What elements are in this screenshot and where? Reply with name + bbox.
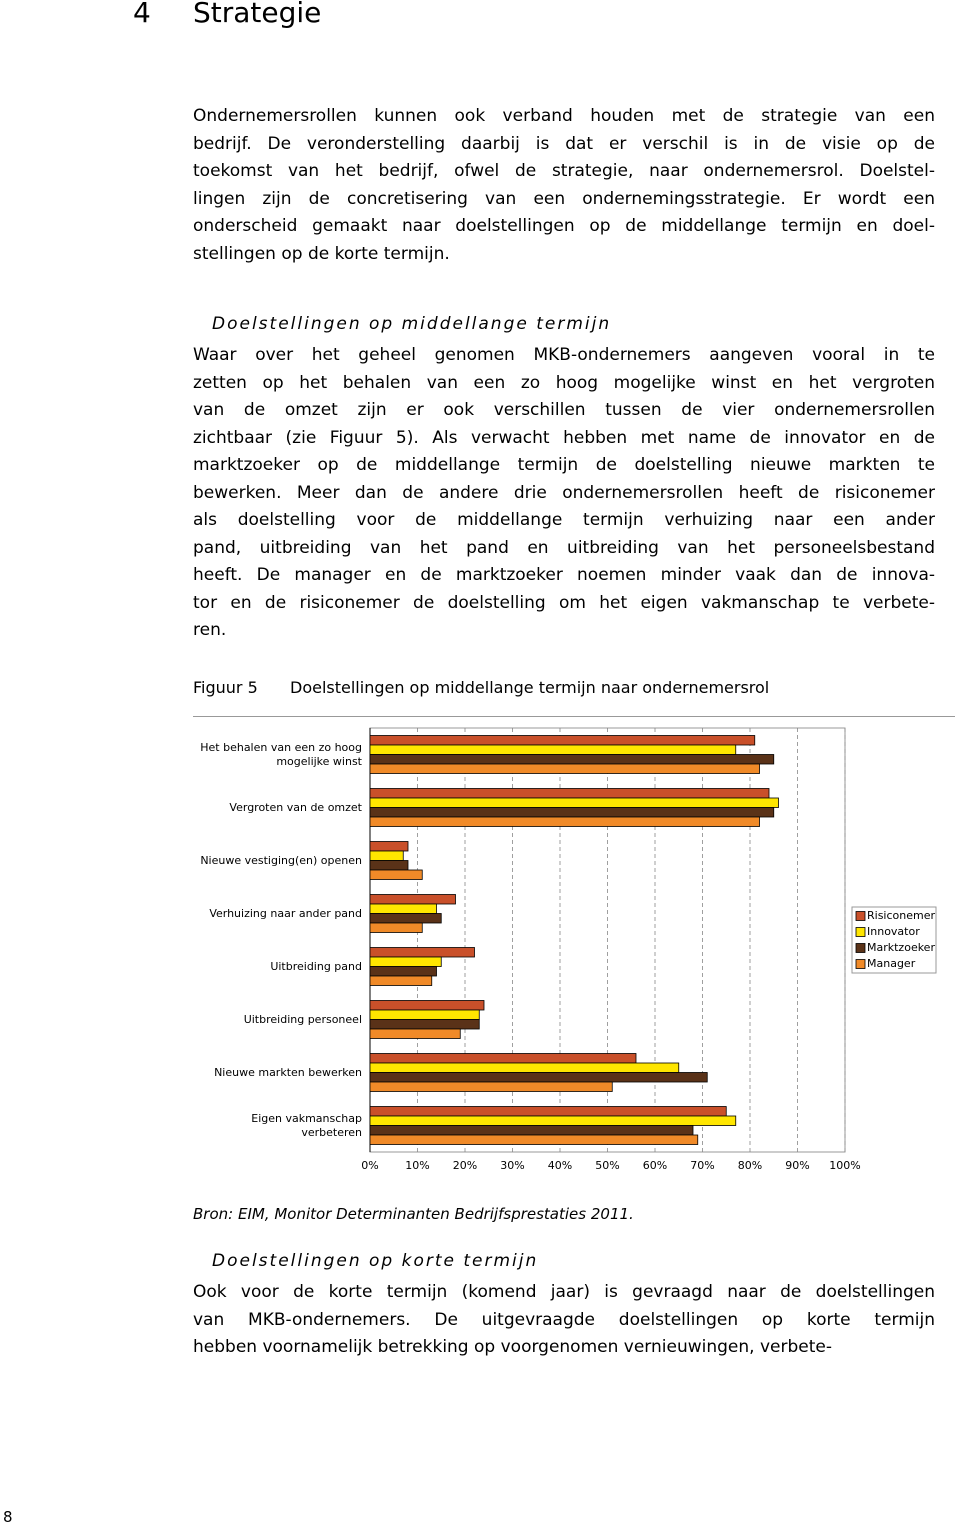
bar — [369, 1106, 727, 1117]
x-tick-label: 10% — [405, 1159, 429, 1172]
bar — [369, 1028, 461, 1039]
legend-swatch — [855, 927, 866, 937]
text-line: zichtbaar (zie Figuur 5). Als verwacht h… — [193, 427, 935, 448]
x-tick-label: 70% — [690, 1159, 714, 1172]
bar — [369, 894, 456, 905]
bar — [369, 1115, 737, 1126]
chapter-number: 4 — [133, 0, 151, 29]
text-line: toekomst van het bedrijf, ofwel de strat… — [193, 161, 935, 181]
paragraph: Ook voor de korte termijn (komend jaar) … — [193, 1279, 935, 1362]
x-tick-label: 80% — [738, 1159, 762, 1172]
legend-swatch — [855, 943, 866, 953]
text-line: ren. — [193, 620, 227, 640]
text-line: lingen zijn de concretisering van een on… — [193, 188, 935, 209]
text-line: onderscheid gemaakt naar doelstellingen … — [193, 216, 935, 236]
y-tick-label: Nieuwe markten bewerken — [214, 1065, 362, 1079]
legend-label: Risiconemer — [867, 909, 935, 922]
bar — [369, 850, 404, 861]
figure-title: Doelstellingen op middellange termijn na… — [290, 678, 770, 697]
x-tick-label: 90% — [785, 1159, 809, 1172]
bar — [369, 922, 423, 933]
bar — [369, 1072, 708, 1083]
y-tick-label: Uitbreiding pand — [270, 959, 362, 973]
section-heading: Doelstellingen op korte termijn — [212, 1251, 539, 1271]
bar — [369, 1009, 480, 1020]
x-tick-label: 20% — [453, 1159, 477, 1172]
bar — [369, 1053, 637, 1064]
text-line: heeft. De manager en de marktzoeker noem… — [193, 565, 935, 585]
bar — [369, 763, 760, 774]
bar — [369, 1081, 613, 1092]
text-line: Ondernemersrollen kunnen ook verband hou… — [193, 106, 935, 126]
bar — [369, 1000, 485, 1011]
text-line: bewerken. Meer dan de andere drie ondern… — [193, 482, 935, 503]
bar — [369, 1125, 694, 1136]
bar — [369, 1019, 480, 1030]
x-tick-label: 100% — [829, 1159, 860, 1172]
text-line: bedrijf. De veronderstelling daarbij is … — [193, 133, 935, 154]
bar — [369, 966, 437, 977]
paragraph: Waar over het geheel genomen MKB-onderne… — [193, 342, 935, 645]
bar — [369, 754, 775, 765]
bar — [369, 913, 442, 924]
text-line: stellingen op de korte termijn. — [193, 243, 450, 264]
bar — [369, 1062, 680, 1073]
x-tick-label: 0% — [361, 1159, 378, 1172]
bar — [369, 1134, 699, 1145]
bar — [369, 947, 475, 958]
text-line: als doelstelling voor de middellange ter… — [193, 510, 935, 530]
source: Bron: EIM, Monitor Determinanten Bedrijf… — [193, 1205, 634, 1223]
y-tick-label: Het behalen van een zo hoog mogelijke wi… — [200, 740, 362, 768]
bar — [369, 744, 737, 755]
legend-label: Manager — [867, 957, 916, 970]
text-line: marktzoeker op de middellange termijn de… — [193, 455, 935, 475]
x-tick-label: 60% — [643, 1159, 667, 1172]
x-tick-label: 40% — [548, 1159, 572, 1172]
text-line: Waar over het geheel genomen MKB-onderne… — [193, 345, 935, 365]
bar — [369, 860, 409, 871]
y-tick-label: Verhuizing naar ander pand — [209, 906, 362, 920]
bar — [369, 841, 409, 852]
bar — [369, 903, 437, 914]
bar — [369, 869, 423, 880]
section-heading: Doelstellingen op middellange termijn — [212, 314, 612, 334]
text-line: zetten op het behalen van een zo hoog mo… — [193, 372, 935, 393]
figure-rule — [193, 716, 955, 717]
legend-swatch — [855, 911, 866, 921]
bar — [369, 975, 433, 986]
figure-label: Figuur 5 — [193, 678, 258, 697]
bar — [369, 956, 442, 967]
legend-label: Marktzoeker — [867, 941, 935, 954]
chapter-title: Strategie — [193, 0, 322, 29]
y-tick-label: Nieuwe vestiging(en) openen — [200, 853, 362, 867]
legend-swatch — [855, 959, 866, 969]
text-line: van de omzet zijn er ook verschillen tus… — [193, 400, 935, 420]
y-tick-label: Vergroten van de omzet — [229, 800, 362, 814]
bar — [369, 797, 779, 808]
intro: Ondernemersrollen kunnen ook verband hou… — [193, 103, 935, 268]
text-line: Ook voor de korte termijn (komend jaar) … — [193, 1282, 935, 1302]
page-number: 8 — [3, 1508, 13, 1525]
text-line: van MKB-ondernemers. De uitgevraagde doe… — [193, 1309, 935, 1330]
x-tick-label: 50% — [595, 1159, 619, 1172]
bar — [369, 816, 760, 827]
text-line: pand, uitbreiding van het pand en uitbre… — [193, 537, 935, 558]
bar — [369, 788, 770, 799]
legend-label: Innovator — [867, 925, 920, 938]
text-line: hebben voornamelijk betrekking op voorge… — [193, 1337, 832, 1357]
bar — [369, 807, 775, 818]
x-tick-label: 30% — [500, 1159, 524, 1172]
bar — [369, 735, 756, 746]
y-tick-label: Uitbreiding personeel — [243, 1012, 362, 1026]
y-tick-label: Eigen vakmanschap verbeteren — [251, 1111, 362, 1139]
text-line: tor en de risiconemer de doelstelling om… — [193, 592, 935, 613]
legend-box — [851, 906, 937, 974]
